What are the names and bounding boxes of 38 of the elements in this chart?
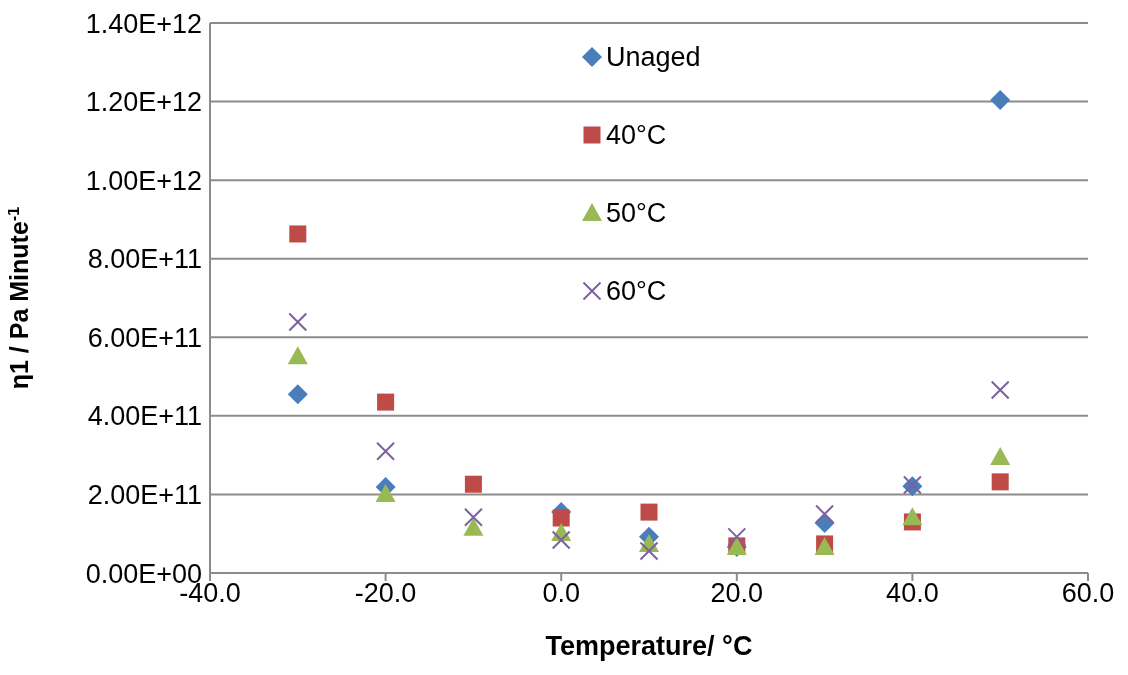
x-axis-title: Temperature/ °C [545, 631, 753, 661]
y-tick-label: 6.00E+11 [87, 322, 202, 353]
point [464, 475, 482, 493]
x-tick-label: 60.0 [1061, 578, 1115, 609]
y-tick-label: 8.00E+11 [87, 244, 202, 275]
point [375, 484, 396, 503]
point [287, 346, 308, 365]
y-tick-label: 2.00E+11 [87, 480, 202, 511]
point [639, 541, 659, 561]
x-tick-label: -20.0 [354, 578, 417, 609]
legend-label: 50°C [606, 197, 667, 229]
y-tick-label: 1.20E+12 [85, 87, 202, 118]
legend-label: 60°C [606, 275, 667, 307]
point [991, 473, 1009, 491]
point [640, 503, 658, 521]
point [902, 507, 923, 526]
point [289, 225, 307, 243]
point [463, 517, 484, 536]
legend-label: 40°C [606, 119, 667, 151]
point [551, 530, 571, 550]
point [377, 393, 395, 411]
point [990, 380, 1010, 400]
legend-label: Unaged [606, 41, 701, 73]
point [552, 509, 570, 527]
point [990, 90, 1011, 110]
y-tick-label: 4.00E+11 [87, 401, 202, 432]
point [727, 527, 747, 547]
x-tick-label: 40.0 [886, 578, 939, 609]
x-tick-label: 0.0 [542, 578, 580, 609]
point [463, 507, 483, 527]
x-tick-label: 20.0 [710, 578, 764, 609]
point [288, 312, 308, 332]
y-tick-label: 1.00E+12 [85, 165, 202, 196]
point [815, 504, 835, 524]
point [990, 447, 1011, 466]
point [376, 441, 396, 461]
y-tick-label: 1.40E+12 [85, 8, 202, 39]
point [287, 384, 308, 405]
